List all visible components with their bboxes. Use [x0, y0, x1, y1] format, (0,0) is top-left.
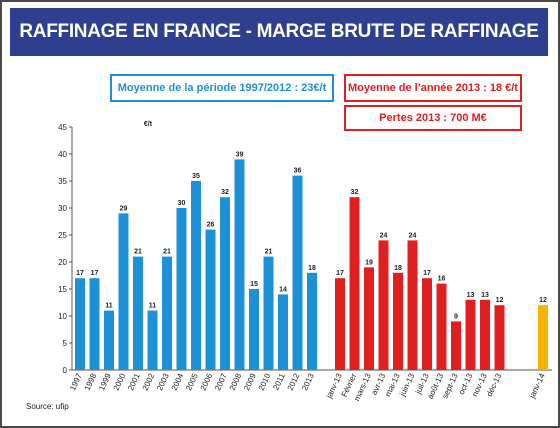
bar [89, 278, 100, 370]
bar-data-label: 13 [467, 292, 475, 299]
x-tick-label: janv-14 [527, 372, 547, 401]
bar [393, 272, 403, 370]
x-tick-label: 2000 [112, 372, 128, 392]
bar [436, 283, 447, 370]
x-tick-label: 1999 [97, 372, 113, 392]
bar-data-label: 35 [192, 173, 200, 180]
bar-data-label: 26 [207, 222, 215, 229]
bar-data-label: 30 [178, 200, 186, 207]
bar-data-label: 11 [105, 303, 113, 310]
losses-2013-box: Pertes 2013 : 700 M€ [344, 105, 522, 131]
bar [422, 278, 432, 370]
bar-data-label: 21 [163, 249, 171, 256]
x-tick-label: 2010 [257, 372, 273, 392]
bar [118, 213, 129, 370]
y-tick-label: 30 [58, 204, 67, 213]
bar [249, 289, 259, 370]
bar-data-label: 24 [380, 232, 388, 239]
y-tick-label: 0 [63, 366, 68, 375]
y-tick-label: 35 [58, 177, 67, 186]
bar [147, 310, 158, 370]
bar [407, 240, 418, 370]
y-tick-label: 10 [58, 312, 67, 321]
bar [307, 272, 317, 370]
x-tick-label: 2009 [242, 372, 258, 392]
x-tick-label: 2004 [170, 372, 186, 392]
x-tick-label: 2005 [184, 372, 200, 392]
y-tick-label: 40 [58, 150, 67, 159]
bar-data-label: 18 [308, 265, 316, 272]
y-tick-label: 15 [58, 285, 67, 294]
bar [292, 175, 303, 370]
average-2013-box: Moyenne de l’année 2013 : 18 €/t [344, 74, 522, 102]
bar [378, 240, 389, 370]
bar-data-label: 18 [394, 265, 402, 272]
bar-data-label: 24 [409, 232, 417, 239]
bar [364, 267, 374, 370]
bar-data-label: 17 [423, 270, 431, 277]
source-note: Source: ufip [26, 402, 69, 411]
x-tick-label: 2002 [141, 372, 157, 392]
bar [162, 256, 172, 370]
bar [465, 299, 476, 370]
bar [494, 305, 505, 370]
x-tick-label: 2003 [155, 372, 171, 392]
x-tick-label: 1998 [83, 372, 99, 392]
bar-data-label: 21 [265, 249, 273, 256]
bar-data-label: 32 [351, 189, 359, 196]
x-tick-label: 1997 [68, 372, 84, 392]
bar [205, 229, 216, 370]
bar-data-label: 12 [539, 297, 547, 304]
y-tick-label: 45 [58, 123, 67, 132]
bar [263, 256, 274, 370]
bar [133, 256, 143, 370]
bar-data-label: 29 [120, 205, 128, 212]
x-tick-label: 2007 [213, 372, 229, 392]
bar [176, 208, 187, 370]
bar [191, 181, 201, 370]
y-axis-unit: €/t [144, 121, 153, 128]
bar-data-label: 11 [149, 303, 157, 310]
bar-data-label: 13 [481, 292, 489, 299]
bar-data-label: 14 [279, 286, 287, 293]
bar-data-label: 21 [134, 249, 142, 256]
bar [75, 278, 85, 370]
bar-data-label: 17 [76, 270, 84, 277]
bar-data-label: 32 [221, 189, 229, 196]
x-tick-label: 2008 [228, 372, 244, 392]
bar-data-label: 9 [454, 313, 458, 320]
bar-data-label: 15 [250, 281, 258, 288]
x-tick-label: 2006 [199, 372, 215, 392]
y-tick-label: 25 [58, 231, 67, 240]
bar [278, 294, 288, 370]
bar [349, 197, 360, 370]
x-tick-label: 2001 [126, 372, 142, 392]
bar [220, 197, 230, 370]
bar [480, 299, 490, 370]
bar-data-label: 17 [91, 270, 99, 277]
bar [538, 305, 548, 370]
bar [104, 310, 114, 370]
bar [234, 159, 245, 370]
page-title: RAFFINAGE EN FRANCE - MARGE BRUTE DE RAF… [10, 8, 548, 56]
x-tick-label: 2012 [286, 372, 302, 392]
bar-data-label: 36 [294, 168, 302, 175]
bar [451, 321, 461, 370]
bar-data-label: 19 [365, 259, 373, 266]
bar-data-label: 17 [336, 270, 344, 277]
bar-data-label: 39 [236, 151, 244, 158]
bar [335, 278, 345, 370]
y-tick-label: 5 [63, 339, 68, 348]
x-tick-label: 2013 [300, 372, 316, 392]
y-tick-label: 20 [58, 258, 67, 267]
average-period-box: Moyenne de la période 1997/2012 : 23€/t [110, 74, 334, 102]
bar-data-label: 12 [496, 297, 504, 304]
bar-data-label: 16 [438, 276, 446, 283]
